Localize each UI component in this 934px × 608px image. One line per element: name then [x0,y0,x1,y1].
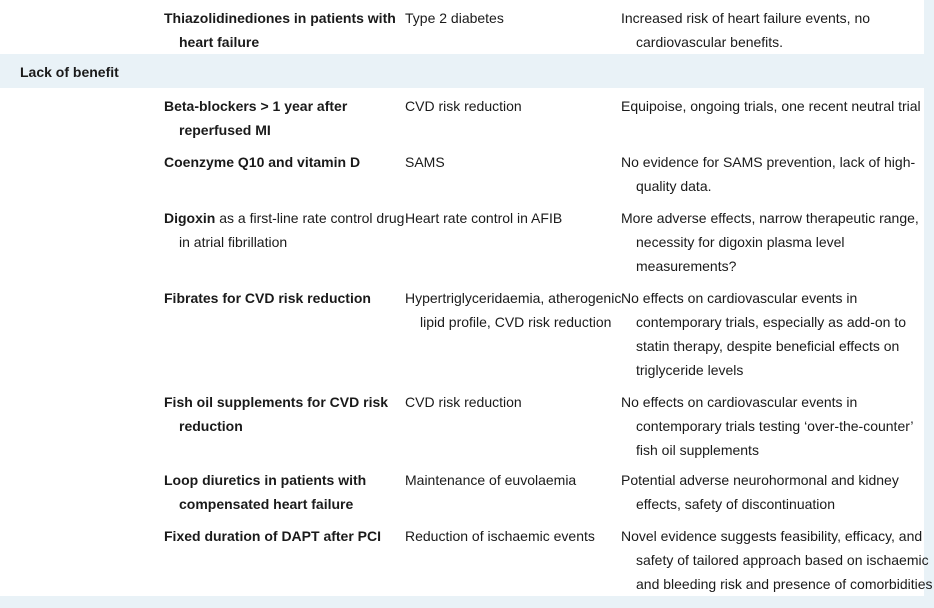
rationale-cell: No effects on cardiovascular events in c… [621,290,907,378]
rationale-cell: No evidence for SAMS prevention, lack of… [621,154,916,194]
indication-cell: CVD risk reduction [405,394,522,410]
treatment-bold-text: Digoxin [164,210,216,226]
rationale-cell: Novel evidence suggests feasibility, eff… [621,528,933,592]
rationale-cell: Potential adverse neurohormonal and kidn… [621,472,899,512]
treatment-plain-text: as a first-line rate control drug in atr… [179,210,405,250]
treatment-cell: Digoxin as a first-line rate control dru… [164,206,417,254]
rationale-cell: No effects on cardiovascular events in c… [621,394,914,458]
treatment-cell: Thiazolidinediones in patients with hear… [164,10,396,50]
indication-cell: Heart rate control in AFIB [405,210,563,226]
treatment-cell: Fibrates for CVD risk reduction [164,290,371,306]
rationale-cell: More adverse effects, narrow therapeutic… [621,210,919,274]
indication-cell: Reduction of ischaemic events [405,528,595,544]
treatment-cell: Beta-blockers > 1 year after reperfused … [164,98,348,138]
indication-cell: Type 2 diabetes [405,10,504,26]
indication-cell: Hypertriglyceridaemia, atherogenic lipid… [405,290,622,330]
treatment-cell: Fixed duration of DAPT after PCI [164,528,382,544]
indication-cell: Maintenance of euvolaemia [405,472,577,488]
table-band-top: Thiazolidinediones in patients with hear… [0,0,924,54]
treatment-cell: Fish oil supplements for CVD risk reduct… [164,394,389,434]
rationale-cell: Increased risk of heart failure events, … [621,10,871,50]
section-heading: Lack of benefit [0,56,924,88]
treatment-cell: Loop diuretics in patients with compensa… [164,472,367,512]
indication-cell: SAMS [405,154,445,170]
indication-cell: CVD risk reduction [405,98,522,114]
treatment-cell: Coenzyme Q10 and vitamin D [164,154,361,170]
table-band-main: Beta-blockers > 1 year after reperfused … [0,88,933,596]
rationale-cell: Equipoise, ongoing trials, one recent ne… [621,98,921,114]
